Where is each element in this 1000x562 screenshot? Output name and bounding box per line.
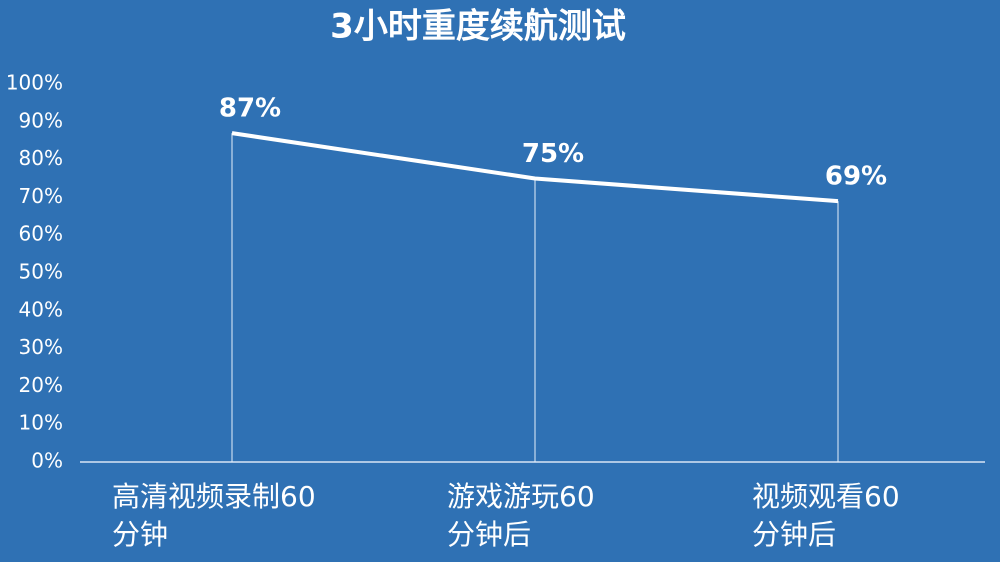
y-tick-label: 90% (19, 108, 63, 132)
y-tick-label: 30% (19, 335, 63, 359)
y-tick-label: 100% (6, 71, 63, 95)
data-line (231, 131, 839, 204)
y-tick-label: 40% (19, 297, 63, 321)
x-tick-label: 高清视频录制60 分钟 (112, 480, 316, 551)
y-tick-label: 70% (19, 184, 63, 208)
value-label: 69% (825, 162, 887, 192)
y-tick-label: 60% (19, 222, 63, 246)
value-label: 75% (522, 139, 584, 169)
y-tick-label: 0% (31, 449, 63, 473)
y-tick-label: 10% (19, 411, 63, 435)
y-tick-label: 50% (19, 260, 63, 284)
y-tick-label: 20% (19, 373, 63, 397)
y-tick-label: 80% (19, 146, 63, 170)
value-label: 87% (219, 94, 281, 124)
x-tick-label: 游戏游玩60 分钟后 (447, 480, 595, 551)
chart-title: 3小时重度续航测试 (330, 7, 626, 47)
x-tick-label: 视频观看60 分钟后 (752, 480, 900, 551)
